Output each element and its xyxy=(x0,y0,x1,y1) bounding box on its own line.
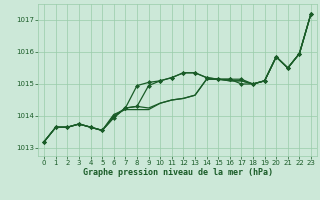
X-axis label: Graphe pression niveau de la mer (hPa): Graphe pression niveau de la mer (hPa) xyxy=(83,168,273,177)
